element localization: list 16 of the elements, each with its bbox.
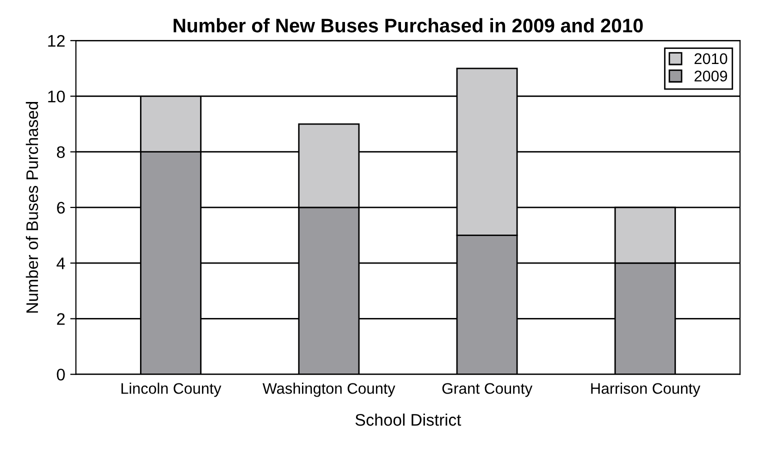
y-tick-label: 2 (57, 313, 65, 325)
y-tick-label: 8 (56, 146, 65, 158)
legend-label: 2009 (694, 70, 728, 82)
y-tick-label: 12 (48, 34, 65, 47)
legend-label: 2010 (694, 53, 728, 64)
y-tick-label: 6 (57, 202, 65, 214)
x-tick-label: Grant County (442, 383, 532, 397)
y-axis-title: Number of Buses Purchased (26, 102, 38, 313)
x-axis-title: School District (355, 414, 462, 426)
y-tick-label: 10 (48, 90, 65, 102)
y-tick-label: 0 (56, 368, 65, 381)
x-tick-label: Harrison County (591, 382, 700, 397)
x-tick-label: Washington County (262, 382, 396, 397)
y-tick-label: 4 (56, 258, 65, 270)
chart-title: Number of New Buses Purchased in 2009 and 2010 (174, 18, 643, 32)
x-tick-label: Lincoln County (122, 382, 222, 397)
